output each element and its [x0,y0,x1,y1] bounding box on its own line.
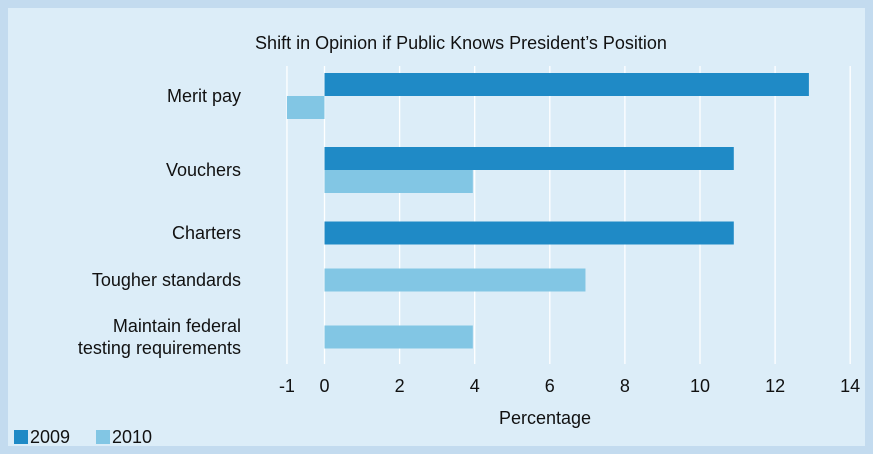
bars [286,73,809,349]
x-tick-label: 10 [690,376,710,396]
grid-lines [286,66,851,364]
bar-2009 [324,73,809,96]
bar-2009 [324,221,734,245]
bar-2010 [324,325,473,349]
legend-label-2009: 2009 [30,427,70,447]
x-tick-labels: -1 0 2 4 6 8 10 12 14 [279,376,860,396]
x-tick-label: 0 [319,376,329,396]
legend: 2009 2010 [14,427,152,447]
category-label: Vouchers [166,160,241,180]
x-axis-label: Percentage [499,408,591,428]
category-labels: Merit pay Vouchers Charters Tougher standar… [78,86,241,358]
legend-label-2010: 2010 [112,427,152,447]
bar-2010 [286,96,325,119]
chart-title: Shift in Opinion if Public Knows Preside… [255,33,667,53]
x-tick-label: 2 [395,376,405,396]
category-label: testing requirements [78,338,241,358]
category-label: Charters [172,223,241,243]
category-label: Merit pay [167,86,241,106]
bar-2010 [324,268,586,292]
x-tick-label: -1 [279,376,295,396]
x-tick-label: 6 [545,376,555,396]
category-label: Maintain federal [113,316,241,336]
legend-swatch-2009 [14,430,28,444]
bar-2009 [324,147,734,170]
category-label: Tougher standards [92,270,241,290]
x-tick-label: 12 [765,376,785,396]
legend-swatch-2010 [96,430,110,444]
bar-2010 [324,170,473,193]
x-tick-label: 8 [620,376,630,396]
x-tick-label: 14 [840,376,860,396]
x-tick-label: 4 [470,376,480,396]
